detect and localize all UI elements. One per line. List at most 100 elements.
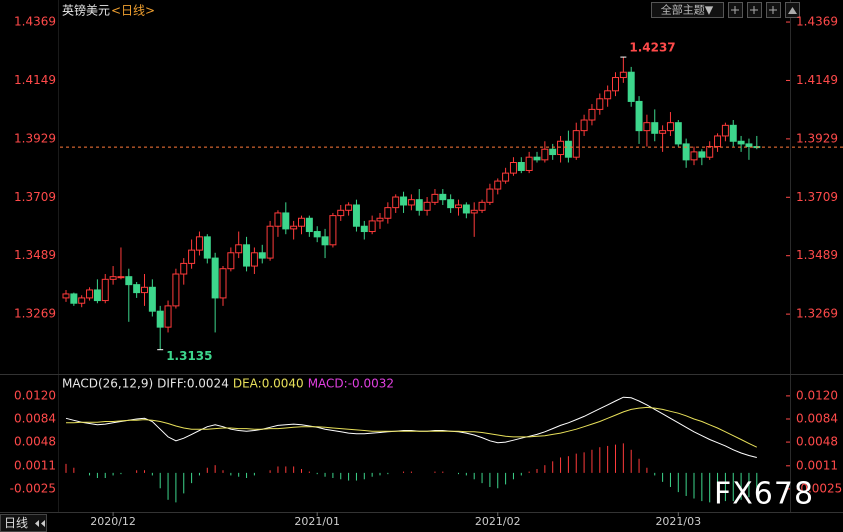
candle-body xyxy=(462,204,470,214)
y2-tick-label: 1.3929 xyxy=(796,131,838,145)
candle-body xyxy=(313,231,321,238)
candle-body xyxy=(659,130,667,134)
candle-body xyxy=(164,305,172,328)
candle-body xyxy=(62,293,70,299)
y2-tick-label: 1.4369 xyxy=(796,15,838,29)
candle-body xyxy=(266,225,274,259)
candle-body xyxy=(290,225,298,230)
candle-body xyxy=(141,286,148,294)
candle-body xyxy=(109,276,117,280)
macd-legend: DEA:0.0040 xyxy=(233,377,304,391)
x-tick-label: 2021/03 xyxy=(655,515,701,528)
candle-body xyxy=(70,293,78,304)
candle-body xyxy=(651,122,659,134)
candle-body xyxy=(125,276,133,286)
candle-body xyxy=(117,276,125,279)
candle-body xyxy=(564,140,572,158)
candle-body xyxy=(156,310,164,328)
candle-body xyxy=(203,236,211,259)
candle-body xyxy=(219,268,227,299)
candle-body xyxy=(86,289,94,299)
candle-body xyxy=(619,71,627,79)
candle-body xyxy=(627,71,635,102)
candle-body xyxy=(737,140,745,145)
candle-body xyxy=(502,172,510,182)
candle-body xyxy=(674,122,682,145)
y-tick-label: 1.4369 xyxy=(14,15,56,29)
candle-body xyxy=(101,278,109,302)
candle-body xyxy=(352,204,360,227)
candle-body xyxy=(423,201,431,211)
candle-body xyxy=(682,143,690,161)
candle-body xyxy=(604,90,612,100)
y2-tick-label: 1.3269 xyxy=(796,307,838,321)
candle-body xyxy=(384,207,392,219)
candle-body xyxy=(148,286,156,312)
candle-body xyxy=(400,196,408,206)
y2-tick-label: 0.0084 xyxy=(796,411,838,425)
macd-line xyxy=(65,396,757,458)
candle-body xyxy=(635,100,643,132)
y-tick-label: 0.0084 xyxy=(14,411,56,425)
candle-body xyxy=(368,220,376,233)
candle-body xyxy=(274,212,282,227)
candle-body xyxy=(557,140,565,156)
candle-body xyxy=(250,252,258,267)
candle-body xyxy=(525,156,533,171)
candle-body xyxy=(172,273,180,307)
period-button-label[interactable]: 日线 xyxy=(4,516,28,530)
candle-body xyxy=(494,180,502,190)
candle-body xyxy=(486,188,494,203)
chart-subtitle: <日线> xyxy=(111,4,155,18)
macd-legend: MACD(26,12,9) xyxy=(62,377,153,391)
candle-body xyxy=(745,143,753,148)
candle-body xyxy=(729,124,737,142)
candle-body xyxy=(470,209,478,214)
candle-body xyxy=(78,297,86,304)
candle-body xyxy=(376,217,384,222)
candle-body xyxy=(392,196,400,209)
candle-body xyxy=(706,146,714,158)
candle-body xyxy=(612,77,619,92)
candle-body xyxy=(690,151,698,161)
candle-body xyxy=(549,148,557,156)
candle-body xyxy=(698,151,706,158)
candle-body xyxy=(93,289,101,302)
y-tick-label: 1.4149 xyxy=(14,73,56,87)
candle-body xyxy=(180,262,188,275)
candle-body xyxy=(714,135,722,148)
candle-body xyxy=(211,257,219,299)
candle-body xyxy=(509,162,517,174)
y-tick-label: 0.0048 xyxy=(14,435,56,449)
toolbar-icon xyxy=(788,7,797,14)
candle-body xyxy=(478,201,486,211)
candle-body xyxy=(721,124,729,137)
candle-body xyxy=(321,236,329,246)
candle-body xyxy=(345,204,353,211)
period-control: 日线 xyxy=(0,514,47,532)
y2-tick-label: 0.0048 xyxy=(796,435,838,449)
y-tick-label: 1.3929 xyxy=(14,131,56,145)
candle-body xyxy=(133,284,141,294)
theme-button[interactable] xyxy=(651,2,724,18)
candle-body xyxy=(517,162,525,171)
period-arrows[interactable] xyxy=(35,520,45,527)
candle-body xyxy=(588,108,596,121)
y-tick-label: 1.3269 xyxy=(14,307,56,321)
y2-tick-label: 1.4149 xyxy=(796,73,838,87)
macd-legend: DIFF:0.0024 xyxy=(157,377,229,391)
candle-body xyxy=(243,244,251,267)
theme-button-label[interactable]: 全部主题▼ xyxy=(661,3,714,17)
candle-body xyxy=(227,252,235,270)
candle-body xyxy=(431,193,439,203)
toolbar: 全部主题▼ xyxy=(651,2,800,18)
candle-body xyxy=(282,212,290,230)
candle-body xyxy=(235,244,243,254)
y2-tick-label: 1.3489 xyxy=(796,248,838,262)
candle-body xyxy=(541,148,549,161)
candle-body xyxy=(360,225,368,233)
candle-body xyxy=(447,199,455,209)
candle-body xyxy=(337,209,345,217)
